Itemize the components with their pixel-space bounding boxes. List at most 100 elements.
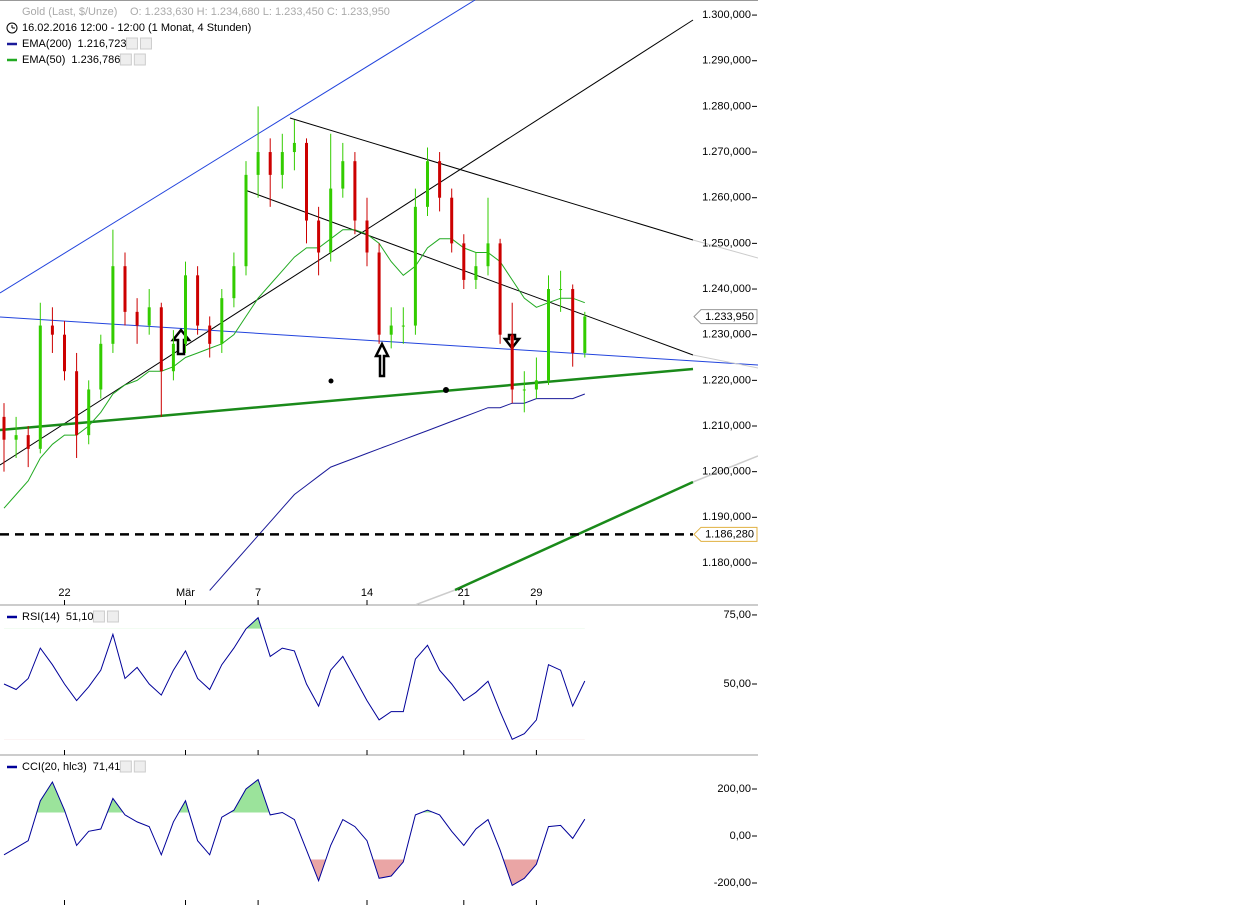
y-tick-label: 200,00 (717, 783, 751, 795)
period: 16.02.2016 12:00 - 12:00 (1 Monat, 4 Stu… (22, 22, 251, 34)
y-tick-label: 1.280,000 (702, 100, 751, 112)
instrument-title: Gold (Last, $/Unze) (22, 6, 117, 18)
legend-button (125, 37, 138, 50)
trendline (244, 189, 694, 356)
y-tick-label: 0,00 (730, 830, 751, 842)
candle-body (305, 142, 308, 221)
legend-value: 71,41 (93, 761, 121, 773)
trendline-extension (414, 589, 456, 605)
candle-body (111, 266, 115, 344)
candle-body (341, 161, 345, 189)
x-tick-label: 21 (458, 587, 470, 599)
candle-body (583, 316, 587, 353)
candle-body (426, 161, 429, 207)
candle-body (14, 435, 18, 440)
y-tick-label: 1.210,000 (702, 420, 751, 432)
candle-body (450, 197, 454, 244)
trendline (0, 19, 694, 466)
y-tick-label: 1.240,000 (702, 283, 751, 295)
candle-body (510, 334, 514, 390)
legend-entry: EMA(50) 1.236,786 (22, 54, 120, 66)
y-tick-label: 75,00 (723, 609, 751, 621)
candle-body (559, 289, 563, 291)
legend-value: 1.236,786 (71, 54, 120, 66)
clock-icon (6, 22, 18, 34)
x-tick-label: 14 (361, 587, 373, 599)
candle-body (522, 389, 526, 391)
legend-name: EMA(50) (22, 54, 65, 66)
marker-dot (328, 378, 334, 384)
trendline (0, 367, 694, 432)
x-tick-label: 29 (530, 587, 542, 599)
candle-body (75, 371, 79, 436)
arrow-up (373, 341, 391, 378)
y-tick-label: 1.220,000 (702, 374, 751, 386)
candle-body (123, 266, 127, 312)
candle-body (244, 174, 248, 267)
candle-body (317, 220, 321, 253)
legend-button (92, 610, 105, 623)
legend-entry: EMA(200) 1.216,723 (22, 38, 126, 50)
candle-body (268, 152, 272, 175)
oversold-fill (4, 859, 585, 886)
candle-body (50, 325, 54, 335)
y-tick-label: 1.300,000 (702, 9, 751, 21)
candle-body (534, 380, 538, 390)
candle-body (208, 325, 212, 344)
y-tick-label: 1.290,000 (702, 55, 751, 67)
candle-body (2, 416, 6, 440)
candle-body (63, 334, 66, 372)
legend-value: 1.216,723 (78, 38, 127, 50)
candle-body (365, 220, 369, 253)
candle-body (99, 343, 103, 390)
legend-entry: RSI(14) 51,10 (22, 611, 93, 623)
indicator-line (3, 778, 586, 887)
x-tick-label: 22 (58, 587, 70, 599)
price-marker (693, 526, 758, 542)
candle-body (498, 243, 502, 335)
y-tick-label: 1.200,000 (702, 466, 751, 478)
trendline-extension (692, 354, 758, 369)
y-tick-label: -200,00 (714, 877, 751, 889)
legend-entry: CCI(20, hlc3) 71,41 (22, 761, 120, 773)
candle-body (135, 311, 139, 326)
x-tick-label: Mär (176, 587, 195, 599)
price-marker-label: 1.186,280 (705, 529, 754, 541)
legend-button (106, 610, 119, 623)
candle-body (171, 343, 175, 372)
price-marker-label: 1.233,950 (705, 311, 754, 323)
candle-body (413, 206, 417, 326)
candle-body (232, 266, 236, 299)
y-tick-label: 1.180,000 (702, 557, 751, 569)
candle-body (571, 289, 575, 353)
candle-body (486, 243, 490, 267)
indicator-line (209, 393, 585, 591)
candle-body (147, 307, 151, 326)
y-tick-label: 1.260,000 (702, 192, 751, 204)
plot-bg (0, 0, 758, 905)
legend-name: CCI(20, hlc3) (22, 761, 87, 773)
candle-body (87, 389, 91, 436)
trendline (454, 480, 694, 592)
legend-button (119, 53, 132, 66)
legend-name: EMA(200) (22, 38, 72, 50)
legend-button (119, 760, 132, 773)
candle-body (353, 161, 357, 221)
trendline-extension (692, 455, 758, 483)
y-tick-label: 1.190,000 (702, 511, 751, 523)
candle-body (280, 152, 284, 175)
price-marker (693, 309, 758, 325)
candle-body (329, 188, 333, 253)
candle-body (462, 243, 466, 280)
indicator-line (3, 616, 586, 740)
marker-dot (443, 387, 449, 393)
y-tick-label: 1.230,000 (702, 329, 751, 341)
y-tick-label: 1.270,000 (702, 146, 751, 158)
quote: O: 1.233,630 H: 1.234,680 L: 1.233,450 C… (130, 6, 390, 18)
x-tick-label: 7 (255, 587, 261, 599)
candle-body (159, 307, 163, 372)
candles (2, 106, 587, 591)
legend-button (133, 53, 146, 66)
y-tick-label: 50,00 (723, 678, 751, 690)
